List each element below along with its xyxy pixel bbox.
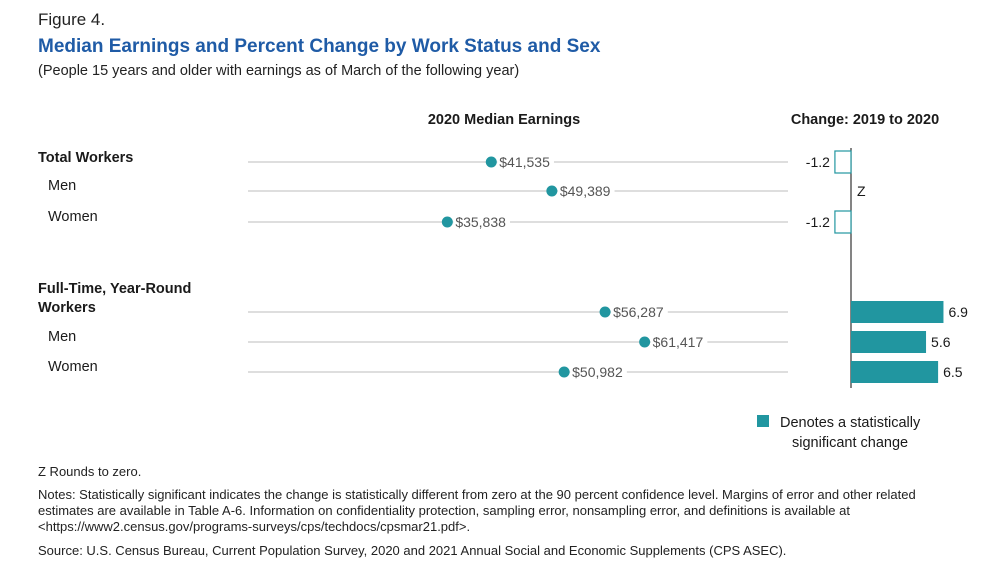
row-label-group: Workers [38,300,96,316]
notes-footnote: Notes: Statistically significant indicat… [38,487,916,534]
right-panel-title: Change: 2019 to 2020 [791,112,939,128]
row-label: Men [48,178,76,194]
change-value-label: Z [857,183,866,199]
change-bar [851,331,927,353]
change-value-label: -1.2 [806,154,830,170]
left-panel-title: 2020 Median Earnings [428,112,580,128]
earnings-dot [558,366,570,378]
earnings-dot [599,306,611,318]
change-bar [851,301,944,323]
earnings-value-label: $50,982 [572,364,623,380]
legend-swatch [757,415,769,427]
chart-subtitle: (People 15 years and older with earnings… [38,63,520,79]
z-footnote: Z Rounds to zero. [38,464,142,479]
earnings-value-label: $61,417 [653,334,704,350]
earnings-label-bg [611,304,668,320]
legend-label: Denotes a statistically [780,415,921,431]
row-label: Men [48,329,76,345]
change-value-label: 6.5 [943,364,963,380]
row-label-group: Full-Time, Year-Round [38,281,191,297]
row-label: Women [48,209,98,225]
earnings-dot [441,216,453,228]
row-label-group: Total Workers [38,150,133,166]
change-bar [851,361,939,383]
chart-area: 2020 Median Earnings Change: 2019 to 2020… [38,112,968,451]
earnings-label-bg [570,364,627,380]
change-bar [834,150,852,174]
source-footnote: Source: U.S. Census Bureau, Current Popu… [38,543,787,558]
change-value-label: 6.9 [948,304,968,320]
earnings-label-bg [557,183,615,199]
change-value-label: -1.2 [806,214,830,230]
earnings-value-label: $49,389 [560,183,611,199]
earnings-dot [485,156,497,168]
row-label: Women [48,359,98,375]
chart-title: Median Earnings and Percent Change by Wo… [38,36,601,57]
legend-label: significant change [792,435,908,451]
earnings-dot [639,336,651,348]
earnings-dot [546,185,558,197]
change-bar [834,210,852,234]
earnings-label-bg [650,334,708,350]
earnings-value-label: $56,287 [613,304,664,320]
change-value-label: 5.6 [931,334,951,350]
earnings-value-label: $35,838 [455,214,506,230]
earnings-label-bg [497,154,554,170]
figure-label: Figure 4. [38,10,106,29]
earnings-label-bg [453,214,511,230]
earnings-value-label: $41,535 [499,154,550,170]
